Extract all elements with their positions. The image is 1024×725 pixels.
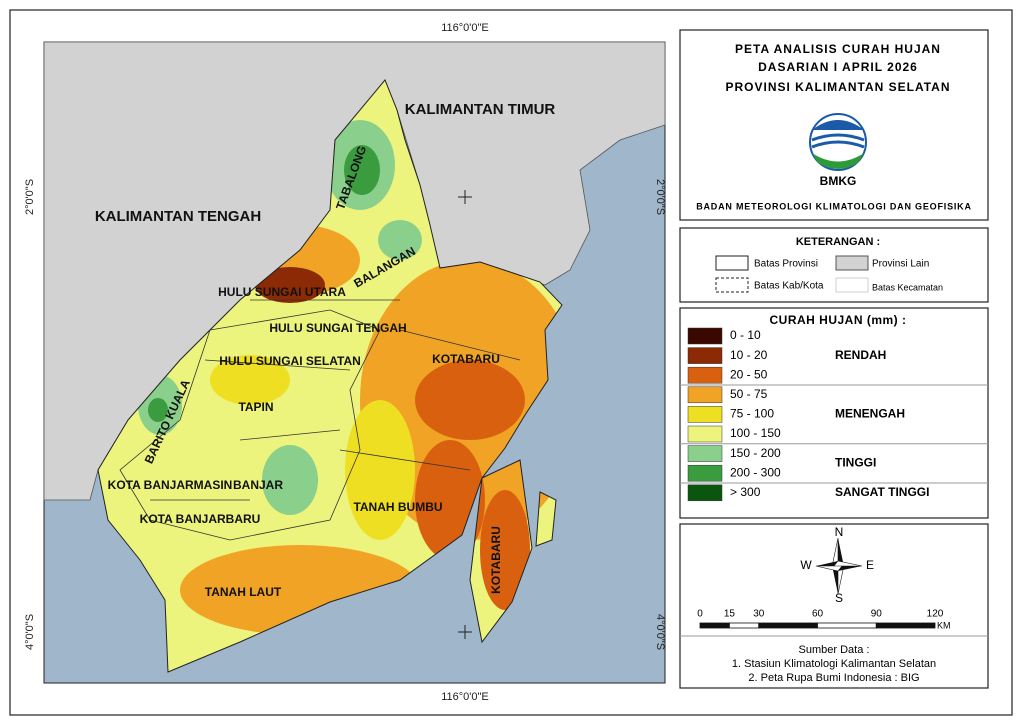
class-swatch xyxy=(687,347,723,364)
blob xyxy=(148,398,168,422)
class-label: 0 - 10 xyxy=(730,328,761,342)
compass-e: E xyxy=(866,558,874,572)
class-swatch xyxy=(687,366,723,384)
district-label: HULU SUNGAI UTARA xyxy=(218,285,346,299)
lat-label: 4°0'0"S xyxy=(654,614,666,650)
class-swatch xyxy=(687,425,723,443)
province-outline xyxy=(97,79,563,673)
blob xyxy=(344,145,380,195)
class-swatch xyxy=(687,327,723,345)
scale-unit: KM xyxy=(937,620,951,630)
blob xyxy=(210,355,290,405)
district-label: KOTABARU xyxy=(432,352,500,366)
keterangan-item: Batas Provinsi xyxy=(754,259,818,270)
class-label: 75 - 100 xyxy=(730,407,774,421)
source-line: 1. Stasiun Klimatologi Kalimantan Selata… xyxy=(732,658,936,670)
scale-segment xyxy=(875,622,936,629)
rainfall-title: CURAH HUJAN (mm) : xyxy=(770,313,907,327)
compass-w: W xyxy=(800,558,812,572)
lon-label: 116°0'0"E xyxy=(441,22,489,34)
district-label: BANJAR xyxy=(233,478,283,492)
keterangan-item: Batas Kab/Kota xyxy=(754,281,824,292)
class-label: 20 - 50 xyxy=(730,367,768,381)
class-swatch xyxy=(687,445,723,462)
compass-s: S xyxy=(835,591,843,605)
lat-label: 2°0'0"S xyxy=(24,179,36,215)
blob xyxy=(378,220,422,260)
district-label: KOTA BANJARBARU xyxy=(140,512,261,526)
title-line: PROVINSI KALIMANTAN SELATAN xyxy=(726,80,951,94)
blob xyxy=(262,445,318,515)
region-label: KALIMANTAN TIMUR xyxy=(405,101,556,118)
rainfall-panel xyxy=(679,307,989,519)
class-label: 150 - 200 xyxy=(730,446,781,460)
class-label: > 300 xyxy=(730,485,761,499)
scale-label: 15 xyxy=(724,609,736,620)
blob xyxy=(345,400,415,540)
class-swatch xyxy=(687,464,723,482)
blob xyxy=(480,490,530,610)
symbol-provinsi-lain xyxy=(835,255,869,271)
class-label: 200 - 300 xyxy=(730,465,781,479)
keterangan-item: Provinsi Lain xyxy=(872,259,929,270)
district-boundaries xyxy=(119,299,521,541)
symbol-provinsi xyxy=(715,255,749,271)
keterangan-title: KETERANGAN : xyxy=(796,236,880,248)
compass-rose xyxy=(815,537,863,595)
title-line: DASARIAN I APRIL 2026 xyxy=(758,60,918,74)
logo-text: BMKG xyxy=(820,174,857,188)
region-label: KALIMANTAN TENGAH xyxy=(95,208,261,225)
scale-label: 90 xyxy=(871,609,883,620)
rainfall-classes: 0 - 10 10 - 20 20 - 50 50 - 75 75 - 100 100 -… xyxy=(680,327,988,502)
class-group: TINGGI xyxy=(835,456,876,470)
district-label: TANAH BUMBU xyxy=(353,500,442,514)
scale-segment xyxy=(699,622,730,629)
district-label: KOTABARU xyxy=(489,526,503,594)
outer-frame xyxy=(9,9,1013,716)
source-line: 2. Peta Rupa Bumi Indonesia : BIG xyxy=(748,672,919,684)
scale-label: 60 xyxy=(812,609,824,620)
class-group: RENDAH xyxy=(835,348,886,362)
class-swatch xyxy=(687,484,723,502)
blob xyxy=(415,360,525,440)
scale-segment xyxy=(758,622,818,629)
scale-segment xyxy=(728,622,760,629)
lon-label: 116°0'0"E xyxy=(441,691,489,703)
title-line: PETA ANALISIS CURAH HUJAN xyxy=(735,42,941,56)
keterangan-item: Batas Kecamatan xyxy=(872,282,943,292)
class-swatch xyxy=(687,386,723,404)
class-swatch xyxy=(687,406,723,423)
graticule-cross xyxy=(458,190,472,639)
class-label: 50 - 75 xyxy=(730,387,768,401)
scale-label: 0 xyxy=(697,609,703,620)
class-label: 10 - 20 xyxy=(730,348,768,362)
symbol-kecamatan xyxy=(835,277,869,293)
source-title: Sumber Data : xyxy=(799,644,870,656)
compass-n: N xyxy=(835,525,844,539)
symbol-kab xyxy=(715,277,749,293)
scale-label: 30 xyxy=(753,609,765,620)
agency: BADAN METEOROLOGI KLIMATOLOGI DAN GEOFIS… xyxy=(696,201,972,211)
district-label: KOTA BANJARMASIN xyxy=(108,478,233,492)
district-label: TANAH LAUT xyxy=(205,585,282,599)
class-label: 100 - 150 xyxy=(730,426,781,440)
scale-segment xyxy=(817,622,877,629)
district-label: TAPIN xyxy=(238,400,273,414)
class-group: MENENGAH xyxy=(835,407,905,421)
compass-panel xyxy=(679,523,989,689)
scale-label: 120 xyxy=(927,609,944,620)
lat-label: 4°0'0"S xyxy=(24,614,36,650)
district-label: HULU SUNGAI SELATAN xyxy=(219,354,361,368)
bmkg-logo xyxy=(809,113,867,171)
class-group: SANGAT TINGGI xyxy=(835,485,929,499)
district-label: HULU SUNGAI TENGAH xyxy=(269,321,406,335)
blob xyxy=(255,267,325,303)
lat-label: 2°0'0"S xyxy=(654,179,666,215)
